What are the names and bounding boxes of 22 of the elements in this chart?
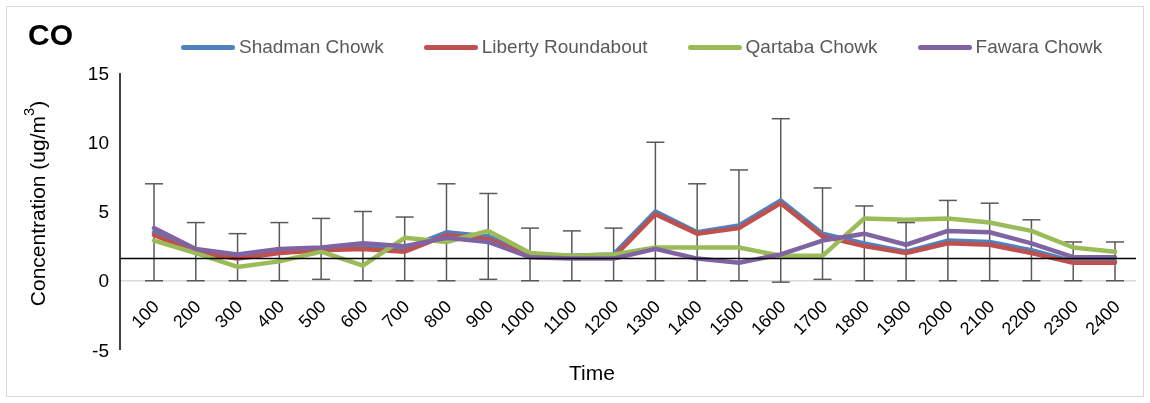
y-tick-label: 5	[98, 201, 109, 223]
legend-label: Shadman Chowk	[239, 36, 384, 58]
legend-label: Fawara Chowk	[975, 36, 1103, 58]
line-series	[151, 225, 1118, 265]
x-axis-title: Time	[569, 361, 615, 384]
x-tick-label: 700	[378, 296, 414, 332]
x-tick-label: 500	[294, 296, 330, 332]
x-tick-label: 600	[336, 296, 372, 332]
y-tick-label: 0	[98, 270, 109, 292]
x-tick-label: 200	[169, 296, 205, 332]
x-tick-label: 900	[461, 296, 498, 332]
legend-label: Qartaba Chowk	[745, 36, 878, 58]
x-tick-label: 400	[252, 296, 289, 332]
y-tick-label: 10	[87, 131, 109, 153]
y-tick-label: -5	[92, 339, 109, 361]
y-tick-label: 15	[87, 62, 109, 84]
chart-title: CO	[28, 17, 73, 53]
x-tick-label: 800	[419, 296, 456, 332]
x-tick-label: 100	[127, 296, 163, 332]
legend-label: Liberty Roundabout	[481, 36, 648, 58]
x-tick-label: 300	[211, 296, 247, 332]
line-series	[151, 216, 1118, 270]
